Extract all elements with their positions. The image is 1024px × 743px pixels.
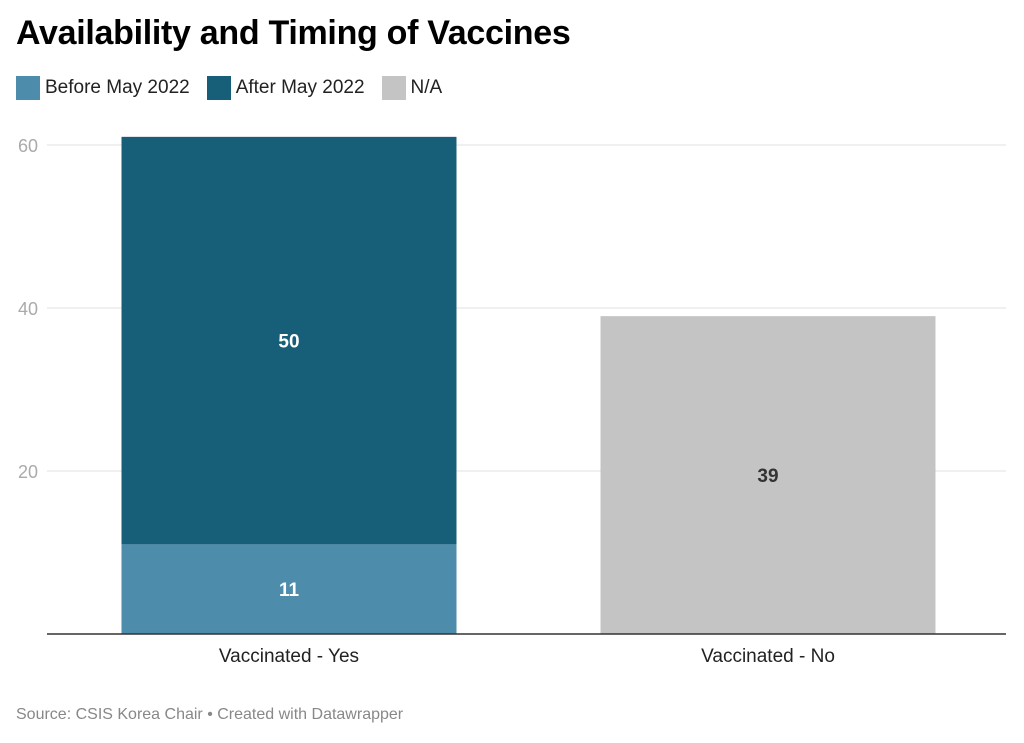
legend-label-na: N/A: [410, 77, 443, 98]
data-label-39: 39: [757, 466, 778, 487]
bar-yes-before-may-2022: [121, 544, 457, 634]
data-label-11: 11: [279, 580, 300, 601]
x-tick-label-yes: Vaccinated - Yes: [219, 646, 359, 667]
bar-chart: 20 40 60 11 50 39 Vaccinated - Yes Vaccinated -…: [18, 136, 1006, 667]
source-note: Source: CSIS Korea Chair • Created with …: [16, 706, 404, 723]
bar-yes-after-may-2022: [121, 136, 457, 545]
bar-no-n-a: [600, 316, 936, 634]
legend-label-before-may-2022: Before May 2022: [45, 77, 190, 98]
legend-item-after-may-2022: After May 2022: [206, 76, 365, 100]
legend-item-before-may-2022: Before May 2022: [16, 76, 190, 100]
legend-swatch-before-may-2022: [16, 76, 40, 100]
y-tick-label-20: 20: [18, 462, 38, 482]
legend-label-after-may-2022: After May 2022: [235, 77, 365, 98]
data-label-50: 50: [278, 332, 299, 353]
legend-swatch-na: [381, 76, 406, 100]
legend: Before May 2022 After May 2022 N/A: [16, 76, 459, 100]
chart-title: Availability and Timing of Vaccines: [16, 14, 571, 52]
legend-item-na: N/A: [381, 76, 443, 100]
y-tick-label-60: 60: [18, 136, 38, 156]
legend-swatch-after-may-2022: [206, 76, 231, 100]
y-tick-label-40: 40: [18, 299, 38, 319]
x-tick-label-no: Vaccinated - No: [701, 646, 835, 667]
